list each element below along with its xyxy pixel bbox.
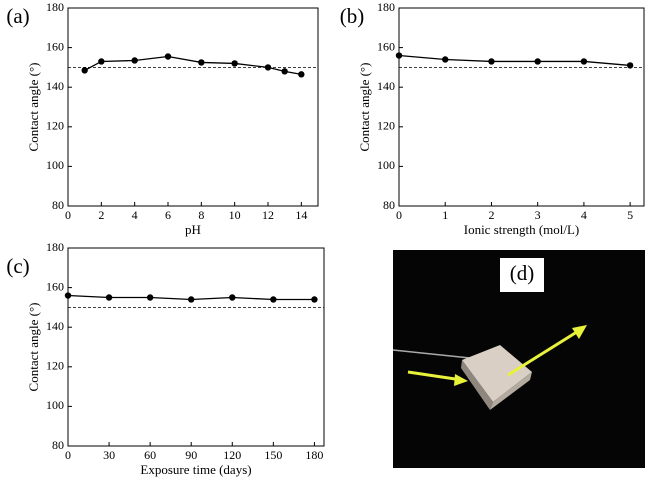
data-point bbox=[164, 53, 172, 60]
y-tick-label: 160 bbox=[46, 39, 64, 53]
x-tick-label: 6 bbox=[165, 208, 171, 222]
x-axis-label: Ionic strength (mol/L) bbox=[464, 222, 580, 237]
y-tick-label: 140 bbox=[46, 79, 64, 93]
y-tick-label: 160 bbox=[46, 279, 64, 293]
x-tick-label: 60 bbox=[144, 448, 156, 462]
x-tick-label: 5 bbox=[627, 208, 633, 222]
data-point bbox=[105, 294, 113, 301]
panel-label: (a) bbox=[6, 4, 29, 28]
x-tick-label: 3 bbox=[535, 208, 541, 222]
data-point bbox=[146, 294, 154, 301]
data-point bbox=[442, 56, 449, 63]
plot-frame bbox=[67, 7, 319, 207]
x-tick-label: 12 bbox=[262, 208, 274, 222]
arrow-head bbox=[454, 374, 468, 386]
panel-label: (c) bbox=[6, 254, 29, 278]
x-tick-label: 1 bbox=[442, 208, 448, 222]
x-tick-label: 8 bbox=[198, 208, 204, 222]
data-point bbox=[298, 71, 305, 78]
data-point bbox=[264, 64, 272, 71]
plot-frame bbox=[67, 247, 325, 447]
y-tick-label: 80 bbox=[383, 198, 395, 212]
sample-top bbox=[462, 345, 532, 402]
y-tick-label: 80 bbox=[52, 438, 64, 452]
y-tick-label: 100 bbox=[46, 398, 64, 412]
y-tick-label: 120 bbox=[46, 119, 64, 133]
arrow-out bbox=[507, 328, 581, 377]
x-tick-label: 180 bbox=[305, 448, 323, 462]
data-point bbox=[231, 60, 238, 67]
data-point bbox=[188, 296, 195, 303]
data-point bbox=[198, 59, 205, 66]
x-tick-label: 120 bbox=[223, 448, 241, 462]
data-point bbox=[488, 58, 495, 65]
y-tick-label: 180 bbox=[377, 0, 395, 14]
panel-label: (d) bbox=[510, 261, 535, 285]
arrow-in bbox=[407, 370, 463, 382]
data-point bbox=[311, 296, 318, 303]
needle bbox=[392, 349, 471, 359]
y-tick-label: 120 bbox=[46, 359, 64, 373]
y-tick-label: 100 bbox=[377, 158, 395, 172]
y-tick-label: 100 bbox=[46, 158, 64, 172]
y-tick-label: 140 bbox=[46, 319, 64, 333]
x-tick-label: 150 bbox=[264, 448, 282, 462]
x-tick-label: 2 bbox=[98, 208, 104, 222]
x-tick-label: 0 bbox=[65, 208, 71, 222]
data-point bbox=[229, 294, 236, 301]
data-point bbox=[270, 296, 277, 303]
photo: (d) bbox=[392, 250, 645, 468]
y-tick-label: 140 bbox=[377, 79, 395, 93]
arrow-head bbox=[572, 325, 587, 339]
data-point bbox=[131, 57, 138, 64]
data-point bbox=[281, 68, 288, 75]
data-point bbox=[580, 58, 588, 65]
x-tick-label: 4 bbox=[132, 208, 138, 222]
data-point bbox=[64, 292, 72, 299]
data-point bbox=[534, 58, 541, 65]
sample-side bbox=[461, 360, 493, 410]
data-line bbox=[398, 54, 631, 67]
plot-frame bbox=[398, 7, 645, 207]
x-axis-label: Exposure time (days) bbox=[140, 462, 251, 477]
data-point bbox=[81, 67, 88, 74]
y-axis-label: Contact angle (°) bbox=[26, 63, 41, 152]
x-tick-label: 10 bbox=[229, 208, 241, 222]
y-tick-label: 180 bbox=[46, 0, 64, 14]
data-point bbox=[98, 58, 105, 65]
x-tick-label: 14 bbox=[295, 208, 307, 222]
y-tick-label: 180 bbox=[46, 240, 64, 254]
y-axis-label: Contact angle (°) bbox=[26, 303, 41, 392]
y-tick-label: 120 bbox=[377, 119, 395, 133]
sample-side bbox=[490, 372, 532, 410]
panel-label: (b) bbox=[340, 4, 365, 28]
x-axis-label: pH bbox=[185, 222, 201, 237]
x-tick-label: 90 bbox=[185, 448, 197, 462]
x-tick-label: 0 bbox=[396, 208, 402, 222]
y-tick-label: 160 bbox=[377, 39, 395, 53]
data-point bbox=[626, 62, 634, 69]
x-tick-label: 4 bbox=[581, 208, 587, 222]
y-axis-label: Contact angle (°) bbox=[357, 63, 372, 152]
x-tick-label: 30 bbox=[103, 448, 115, 462]
data-point bbox=[395, 52, 403, 59]
x-tick-label: 2 bbox=[488, 208, 494, 222]
label-box bbox=[500, 258, 544, 292]
y-tick-label: 80 bbox=[52, 198, 64, 212]
x-tick-label: 0 bbox=[65, 448, 71, 462]
